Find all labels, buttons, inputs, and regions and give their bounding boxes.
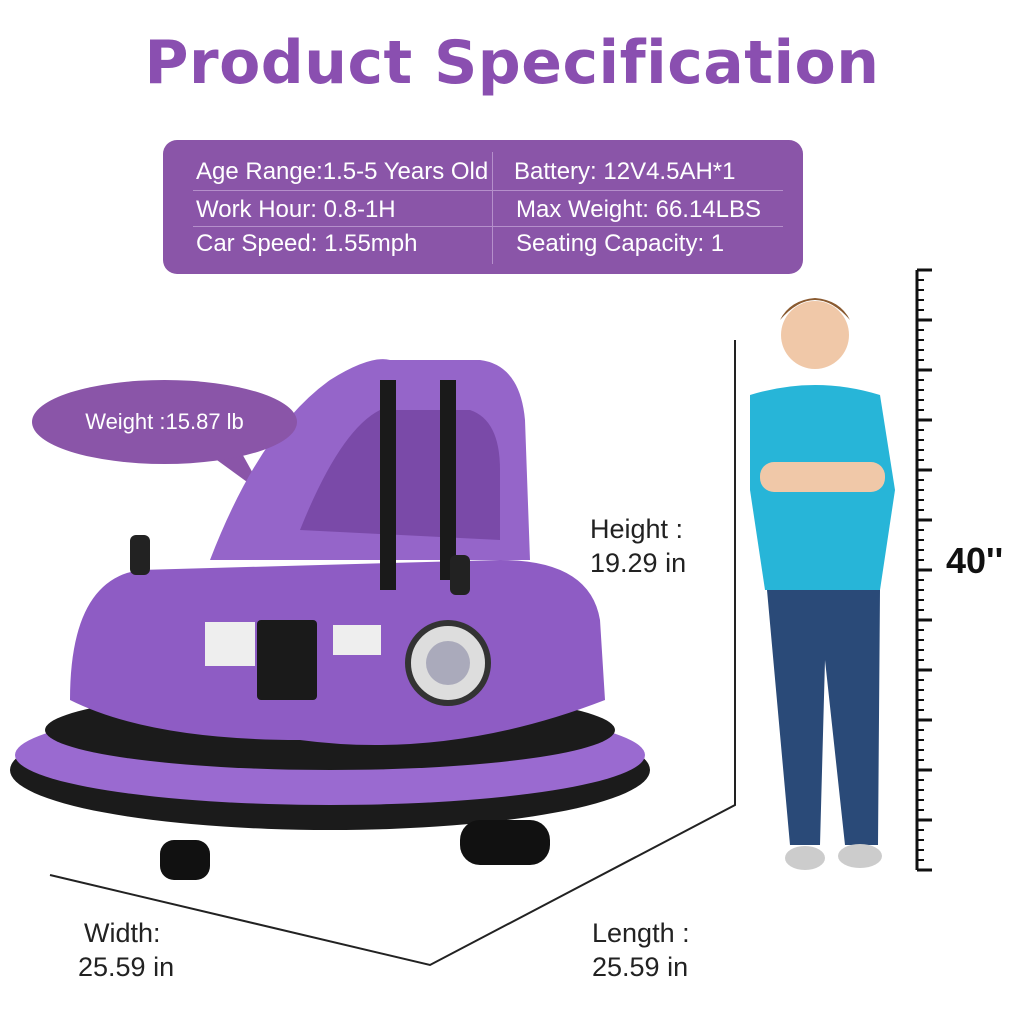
spec-value: 1.55mph <box>324 230 418 257</box>
spec-label: Car Speed: <box>196 230 318 257</box>
spec-value: 1 <box>710 230 725 257</box>
spec-label: Battery: <box>514 158 597 185</box>
dimension-lines <box>49 340 736 967</box>
spec-label: Work Hour: <box>196 196 317 223</box>
spec-value: 12V4.5AH*1 <box>603 158 736 185</box>
child-figure <box>750 298 895 870</box>
length-value: 25.59 in <box>592 952 689 982</box>
bumper-car-image <box>10 359 650 880</box>
length-label: Length : <box>592 918 690 948</box>
width-dimension: Width: 25.59 in <box>78 916 174 984</box>
width-label: Width: <box>84 918 161 948</box>
spec-value: 1.5-5 Years Old <box>322 158 489 185</box>
spec-work-hour: Work Hour: 0.8-1H <box>196 196 396 224</box>
spec-value: 0.8-1H <box>323 196 396 223</box>
spec-age-range: Age Range:1.5-5 Years Old <box>196 158 488 186</box>
spec-car-speed: Car Speed: 1.55mph <box>196 230 417 258</box>
divider <box>193 226 783 227</box>
spec-seating-capacity: Seating Capacity: 1 <box>516 230 724 258</box>
divider <box>492 152 493 264</box>
length-dimension: Length : 25.59 in <box>592 916 690 984</box>
divider <box>193 190 783 191</box>
spec-battery: Battery: 12V4.5AH*1 <box>514 158 735 186</box>
height-label: Height : <box>590 514 684 544</box>
spec-max-weight: Max Weight: 66.14LBS <box>516 196 761 224</box>
height-ruler <box>915 268 932 872</box>
spec-label: Seating Capacity: <box>516 230 705 257</box>
height-dimension: Height : 19.29 in <box>590 512 686 580</box>
child-height-label: 40'' <box>946 540 1004 581</box>
page-title: Product Specification <box>144 28 880 98</box>
spec-label: Max Weight: <box>516 196 649 223</box>
spec-label: Age Range: <box>196 158 323 185</box>
spec-table: Age Range:1.5-5 Years Old Battery: 12V4.… <box>163 140 803 274</box>
spec-value: 66.14LBS <box>655 196 762 223</box>
width-value: 25.59 in <box>78 952 175 982</box>
height-value: 19.29 in <box>590 548 687 578</box>
weight-bubble: Weight :15.87 lb <box>32 380 297 464</box>
